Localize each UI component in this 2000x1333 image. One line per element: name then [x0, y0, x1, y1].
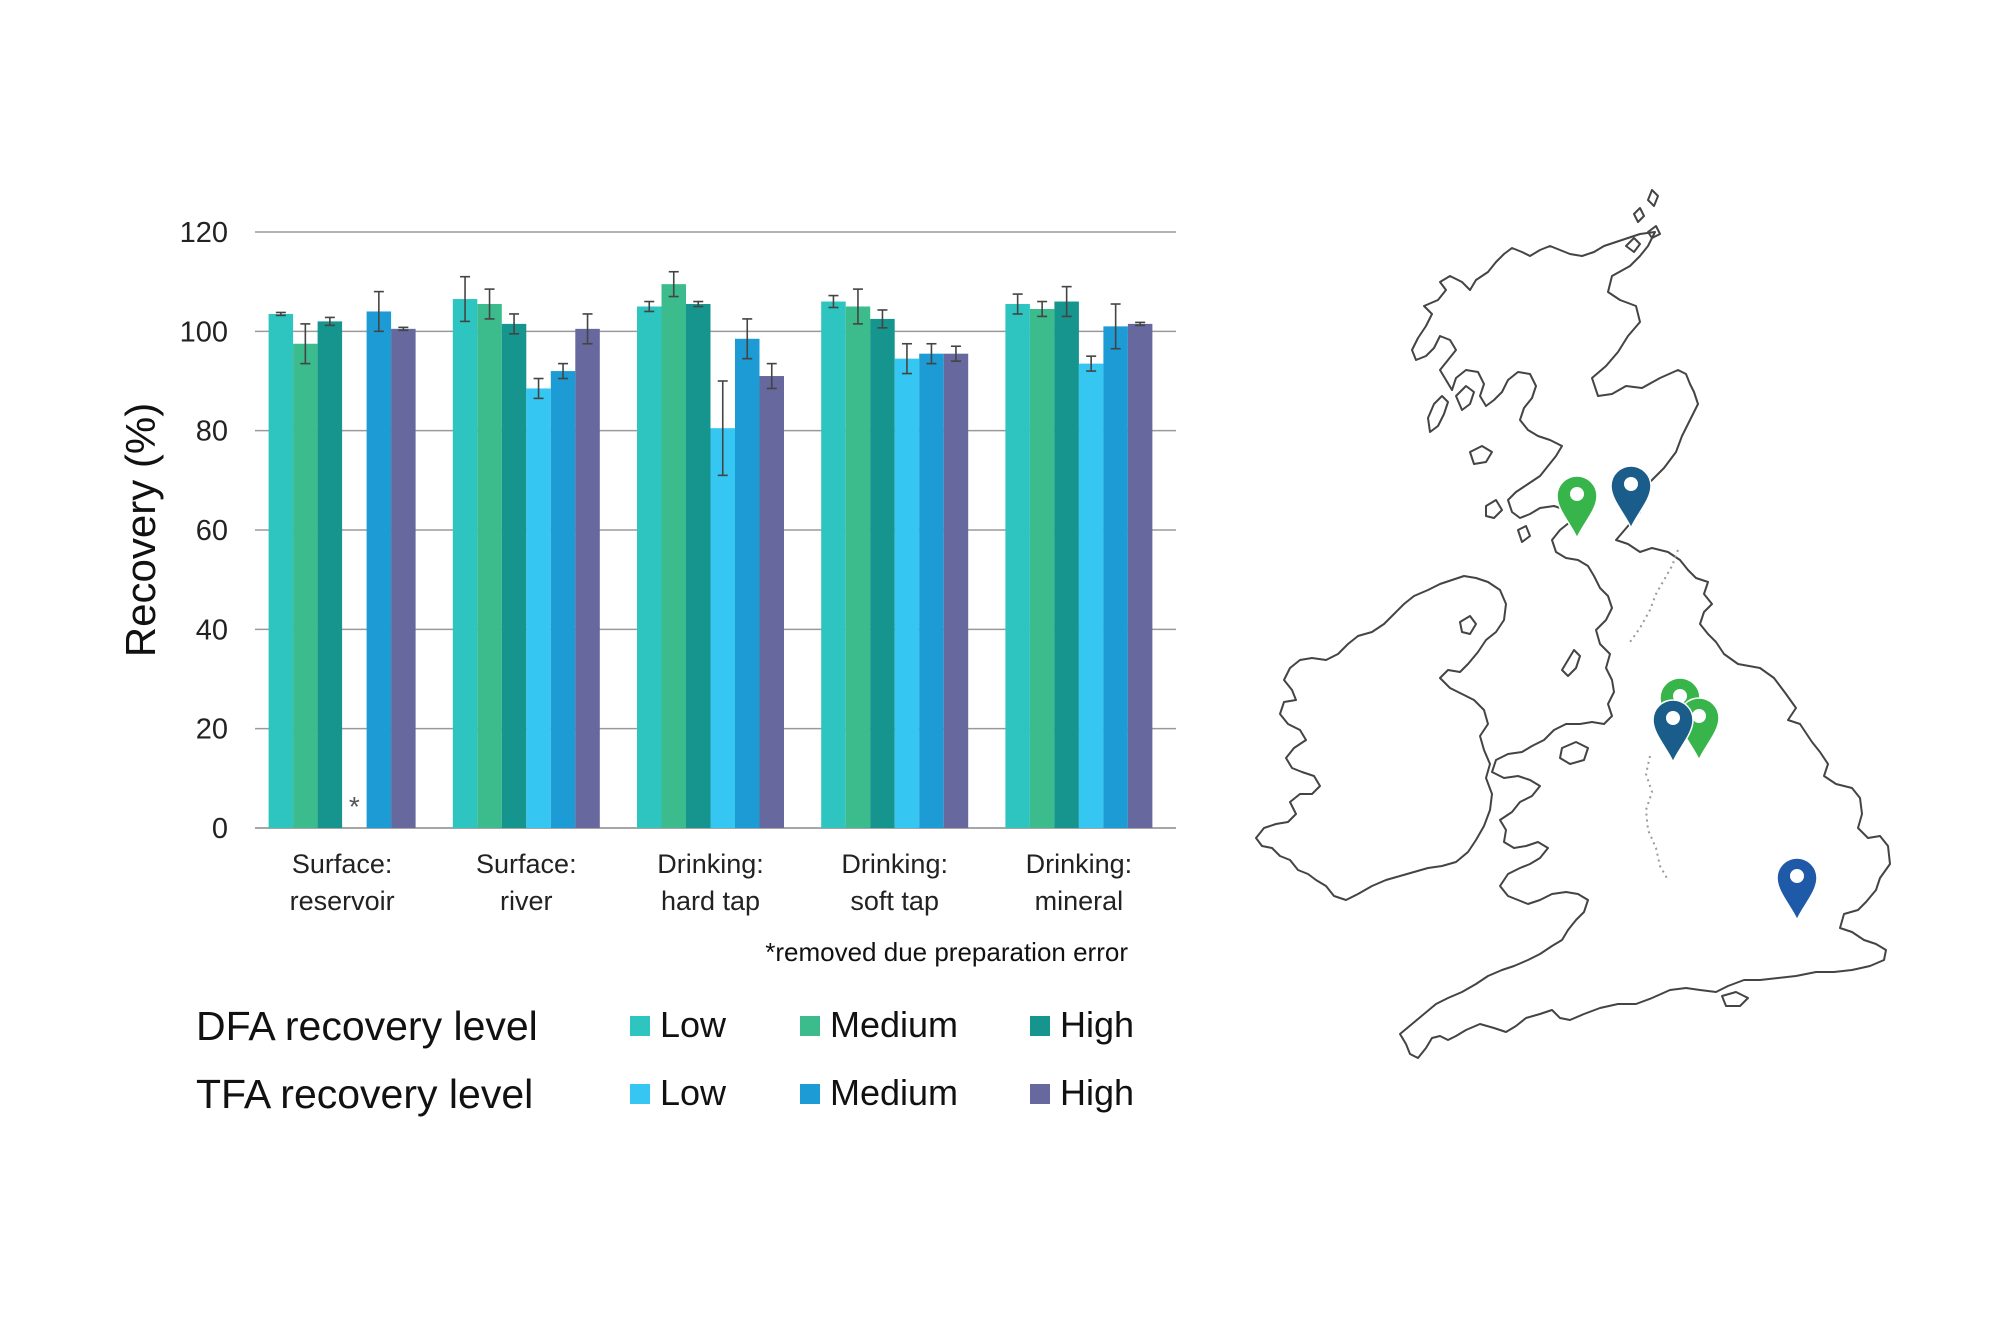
- bar: [391, 328, 416, 828]
- legend-items: Low Medium High Low Medium High: [630, 1004, 1134, 1113]
- x-tick-label: Surface:: [292, 849, 393, 879]
- bar: [452, 299, 478, 828]
- bar: [735, 338, 760, 828]
- map-pin-icon: [1610, 465, 1652, 530]
- orkney: [1625, 225, 1661, 253]
- mull: [1469, 445, 1493, 465]
- bar: [366, 311, 392, 828]
- isle-of-wight: [1721, 991, 1749, 1007]
- legend-swatch: [1030, 1084, 1050, 1104]
- y-tick-label: 100: [180, 316, 228, 348]
- scotland-england-border: [1629, 549, 1679, 643]
- map-pin-icon: [1652, 699, 1694, 764]
- x-tick-label: Surface:: [476, 849, 577, 879]
- bar: [317, 321, 343, 828]
- x-tick-label: soft tap: [850, 886, 939, 916]
- legend-swatch: [630, 1084, 650, 1104]
- y-tick-label: 120: [180, 217, 228, 249]
- legend-swatch: [800, 1016, 820, 1036]
- bar: [550, 371, 576, 828]
- bar: [759, 376, 784, 828]
- sampling-site-pins: [1556, 465, 1818, 922]
- x-tick-label: mineral: [1035, 886, 1124, 916]
- y-axis-ticks: 0 20 40 60 80 100 120: [180, 217, 228, 845]
- bar: [1029, 308, 1055, 828]
- legend-swatch: [1030, 1016, 1050, 1036]
- legend-label: Medium: [830, 1004, 958, 1045]
- x-tick-label: Drinking:: [657, 849, 764, 879]
- bar: [710, 428, 735, 828]
- x-tick-label: reservoir: [290, 886, 395, 916]
- bar: [919, 353, 944, 828]
- y-tick-label: 80: [196, 416, 228, 448]
- legend-swatch: [800, 1084, 820, 1104]
- ireland-outline: [1255, 575, 1507, 901]
- hebrides: [1427, 395, 1449, 433]
- bar: [637, 306, 662, 828]
- legend-tfa-title: TFA recovery level: [196, 1071, 533, 1117]
- bar: [870, 318, 895, 828]
- bar: [1127, 323, 1153, 828]
- y-tick-label: 60: [196, 515, 228, 547]
- legend-label: Low: [660, 1072, 727, 1113]
- bar: [845, 306, 871, 828]
- bar: [293, 343, 318, 828]
- bar: [575, 328, 600, 828]
- bar: [1005, 304, 1030, 828]
- legend-dfa-title: DFA recovery level: [196, 1003, 538, 1049]
- y-axis-label: Recovery (%): [117, 403, 164, 657]
- map-pin-icon: [1556, 475, 1598, 540]
- bar: [943, 353, 969, 828]
- bar: [501, 323, 527, 828]
- x-tick-label: Drinking:: [1026, 849, 1133, 879]
- y-tick-label: 40: [196, 614, 228, 646]
- bar: [661, 284, 686, 828]
- anglesey: [1559, 741, 1589, 765]
- wales-england-border: [1644, 755, 1669, 881]
- bar: [686, 304, 711, 828]
- map-pin-icon: [1776, 857, 1818, 922]
- missing-bar-marker: *: [349, 791, 360, 822]
- x-tick-label: river: [500, 886, 553, 916]
- x-axis-labels: Surface: reservoir Surface: river Drinking: h…: [290, 849, 1133, 916]
- x-tick-label: hard tap: [661, 886, 760, 916]
- bar: [268, 313, 294, 828]
- skye: [1455, 385, 1475, 411]
- y-tick-label: 20: [196, 714, 228, 746]
- bar: [526, 388, 551, 828]
- x-tick-label: Drinking:: [841, 849, 948, 879]
- legend-label: Low: [660, 1004, 727, 1045]
- islay: [1485, 499, 1503, 519]
- bars: [268, 284, 1153, 828]
- legend-label: High: [1060, 1004, 1134, 1045]
- y-tick-label: 0: [212, 813, 228, 845]
- footnote: *removed due preparation error: [765, 937, 1128, 967]
- arran: [1517, 525, 1531, 543]
- bar: [477, 304, 502, 828]
- bar: [894, 358, 920, 828]
- uk-ireland-map: [1255, 189, 1891, 1059]
- error-bars: [275, 270, 1146, 477]
- great-britain-outline: [1399, 231, 1891, 1059]
- bar: [1078, 363, 1104, 828]
- legend-label: High: [1060, 1072, 1134, 1113]
- lough-neagh: [1459, 615, 1477, 635]
- bar: [1103, 326, 1128, 828]
- legend-label: Medium: [830, 1072, 958, 1113]
- bar: [821, 301, 846, 828]
- bar: [1054, 301, 1079, 828]
- legend: DFA recovery level TFA recovery level Lo…: [196, 1003, 1134, 1117]
- legend-swatch: [630, 1016, 650, 1036]
- shetland: [1633, 189, 1659, 223]
- isle-of-man: [1561, 649, 1581, 677]
